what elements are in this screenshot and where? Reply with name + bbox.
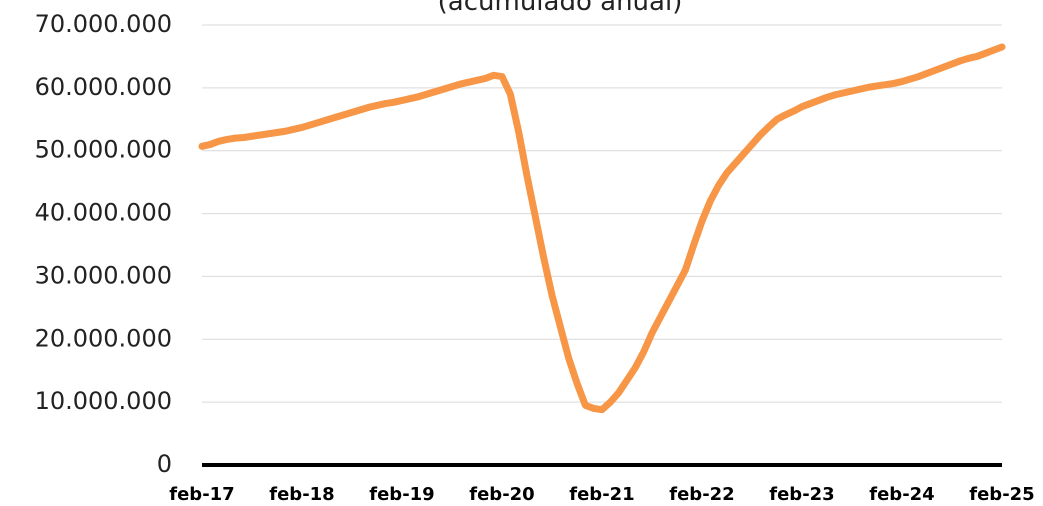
x-tick-label: feb-19 [369, 484, 434, 505]
x-tick-label: feb-17 [169, 484, 234, 505]
chart-title: (acumulado anual) [438, 0, 683, 17]
y-tick-label: 10.000.000 [35, 387, 172, 415]
x-tick-label: feb-21 [569, 484, 634, 505]
y-tick-label: 50.000.000 [35, 136, 172, 164]
line-series [198, 43, 1006, 414]
x-tick-label: feb-25 [969, 484, 1034, 505]
y-tick-label: 0 [157, 450, 172, 478]
y-tick-label: 70.000.000 [35, 10, 172, 38]
x-tick-label: feb-18 [269, 484, 334, 505]
x-tick-label: feb-20 [469, 484, 534, 505]
x-tick-label: feb-23 [769, 484, 834, 505]
x-tick-label: feb-22 [669, 484, 734, 505]
y-tick-label: 30.000.000 [35, 261, 172, 289]
y-tick-label: 40.000.000 [35, 199, 172, 227]
x-tick-label: feb-24 [869, 484, 934, 505]
y-tick-label: 60.000.000 [35, 73, 172, 101]
y-tick-label: 20.000.000 [35, 324, 172, 352]
